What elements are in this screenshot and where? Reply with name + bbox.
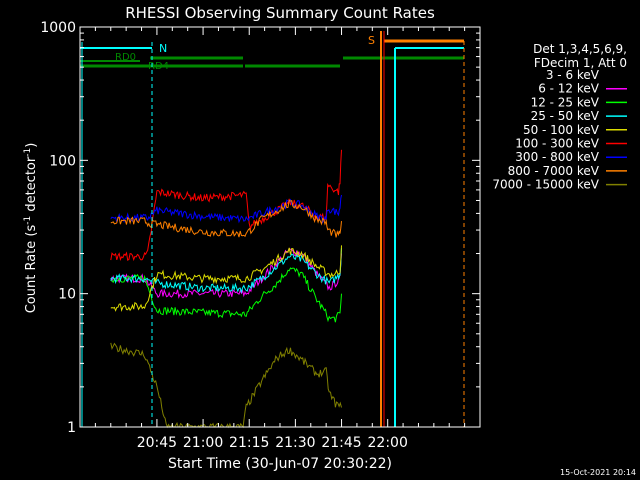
series-line-3 (110, 247, 342, 294)
x-axis-label: Start Time (30-Jun-07 20:30:22) (168, 456, 392, 472)
x-tick-label: 21:15 (229, 435, 269, 451)
series-line-2 (110, 267, 342, 323)
legend: Det 1,3,4,5,6,9, FDecim 1, Att 0 3 - 6 k… (492, 42, 627, 192)
series-line-4 (110, 245, 342, 312)
flag-rd0-label: RD0 (115, 52, 136, 63)
legend-title-line1: Det 1,3,4,5,6,9, (533, 42, 627, 56)
flag-n-label: N (159, 42, 167, 55)
series-line-8 (110, 342, 342, 429)
x-tick-label: 21:45 (321, 435, 361, 451)
legend-entry-label: 12 - 25 keV (531, 95, 600, 109)
legend-entry-label: 50 - 100 keV (523, 123, 600, 137)
y-axis-label-mid: detector (24, 156, 39, 216)
y-axis-label-end: ) (24, 143, 39, 148)
series-layer (110, 149, 342, 429)
axis-ticks: 20:45 21:00 21:15 21:30 21:45 22:00 1 10 100 1000 (40, 20, 481, 451)
legend-entry-label: 300 - 800 keV (515, 150, 599, 164)
flag-s-label: S (368, 34, 375, 47)
x-tick-label: 22:00 (368, 435, 408, 451)
legend-entry-label: 100 - 300 keV (515, 137, 599, 151)
x-tick-label: 21:00 (183, 435, 223, 451)
y-tick-label: 10 (58, 287, 76, 303)
y-axis-label: Count Rate (s-1 detector-1) (23, 143, 39, 314)
legend-entry-label: 800 - 7000 keV (508, 164, 600, 178)
y-tick-label: 100 (49, 153, 76, 169)
y-axis-label-sup2: -1 (23, 148, 33, 157)
x-tick-label: 21:30 (275, 435, 315, 451)
footer-timestamp: 15-Oct-2021 20:14 (560, 468, 636, 477)
y-axis-label-main: Count Rate (s (24, 225, 39, 314)
legend-entry-label: 6 - 12 keV (538, 82, 600, 96)
y-tick-label: 1000 (40, 20, 76, 36)
plot-border (79, 26, 481, 428)
flag-rd4-label: RD4 (148, 61, 169, 72)
x-tick-label: 20:45 (137, 435, 177, 451)
series-line-5 (110, 149, 342, 262)
legend-title-line2: FDecim 1, Att 0 (534, 56, 627, 70)
legend-entry-label: 3 - 6 keV (546, 68, 600, 82)
flag-layer: N RD0 RD4 S (80, 31, 465, 427)
y-axis-label-sup1: -1 (23, 216, 33, 225)
plot-frame (79, 26, 481, 428)
series-line-7 (110, 199, 342, 238)
chart-title: RHESSI Observing Summary Count Rates (125, 4, 435, 22)
y-tick-label: 1 (67, 420, 76, 436)
legend-entry-label: 7000 - 15000 keV (492, 178, 599, 192)
legend-entry-label: 25 - 50 keV (531, 109, 600, 123)
